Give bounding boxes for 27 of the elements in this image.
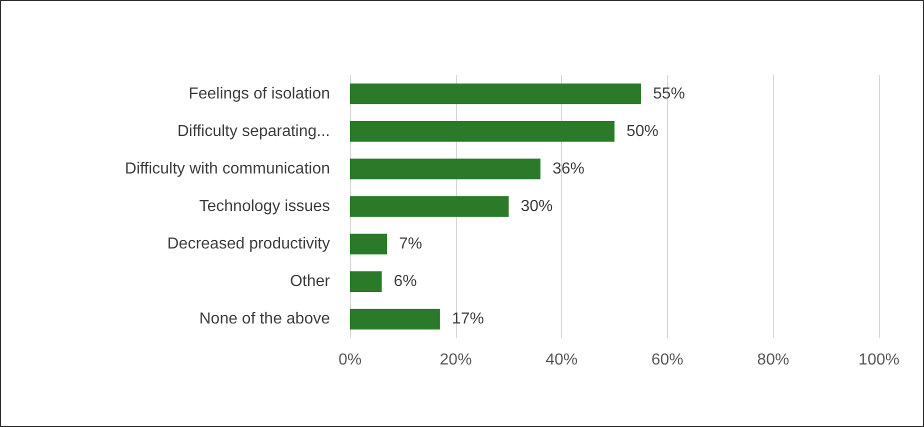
x-tick-label: 0% xyxy=(338,352,362,368)
x-tick-label: 100% xyxy=(858,352,900,368)
x-tick-label: 80% xyxy=(757,352,790,368)
x-tick-label: 20% xyxy=(440,352,472,368)
bar xyxy=(350,196,509,217)
y-tick-label: Difficulty separating... xyxy=(177,122,330,140)
bar xyxy=(350,308,440,330)
y-tick-label: Other xyxy=(290,273,331,290)
y-tick-label: Technology issues xyxy=(199,198,330,215)
data-label: 7% xyxy=(399,236,422,253)
x-tick-label: 60% xyxy=(651,352,684,368)
data-label: 30% xyxy=(520,198,553,215)
data-label: 50% xyxy=(626,122,659,140)
data-label: 36% xyxy=(552,160,584,178)
y-tick-label: None of the above xyxy=(199,310,330,328)
data-label: 17% xyxy=(452,310,484,328)
bar xyxy=(350,271,382,292)
bar xyxy=(350,158,540,180)
x-tick-label: 40% xyxy=(546,352,578,368)
bar xyxy=(350,121,614,142)
data-label: 6% xyxy=(394,273,417,290)
y-tick-label: Decreased productivity xyxy=(167,236,330,253)
bar xyxy=(350,234,388,254)
y-tick-label: Difficulty with communication xyxy=(124,160,330,178)
bar xyxy=(350,83,641,104)
y-tick-label: Feelings of isolation xyxy=(188,85,330,102)
data-label: 55% xyxy=(652,85,685,102)
